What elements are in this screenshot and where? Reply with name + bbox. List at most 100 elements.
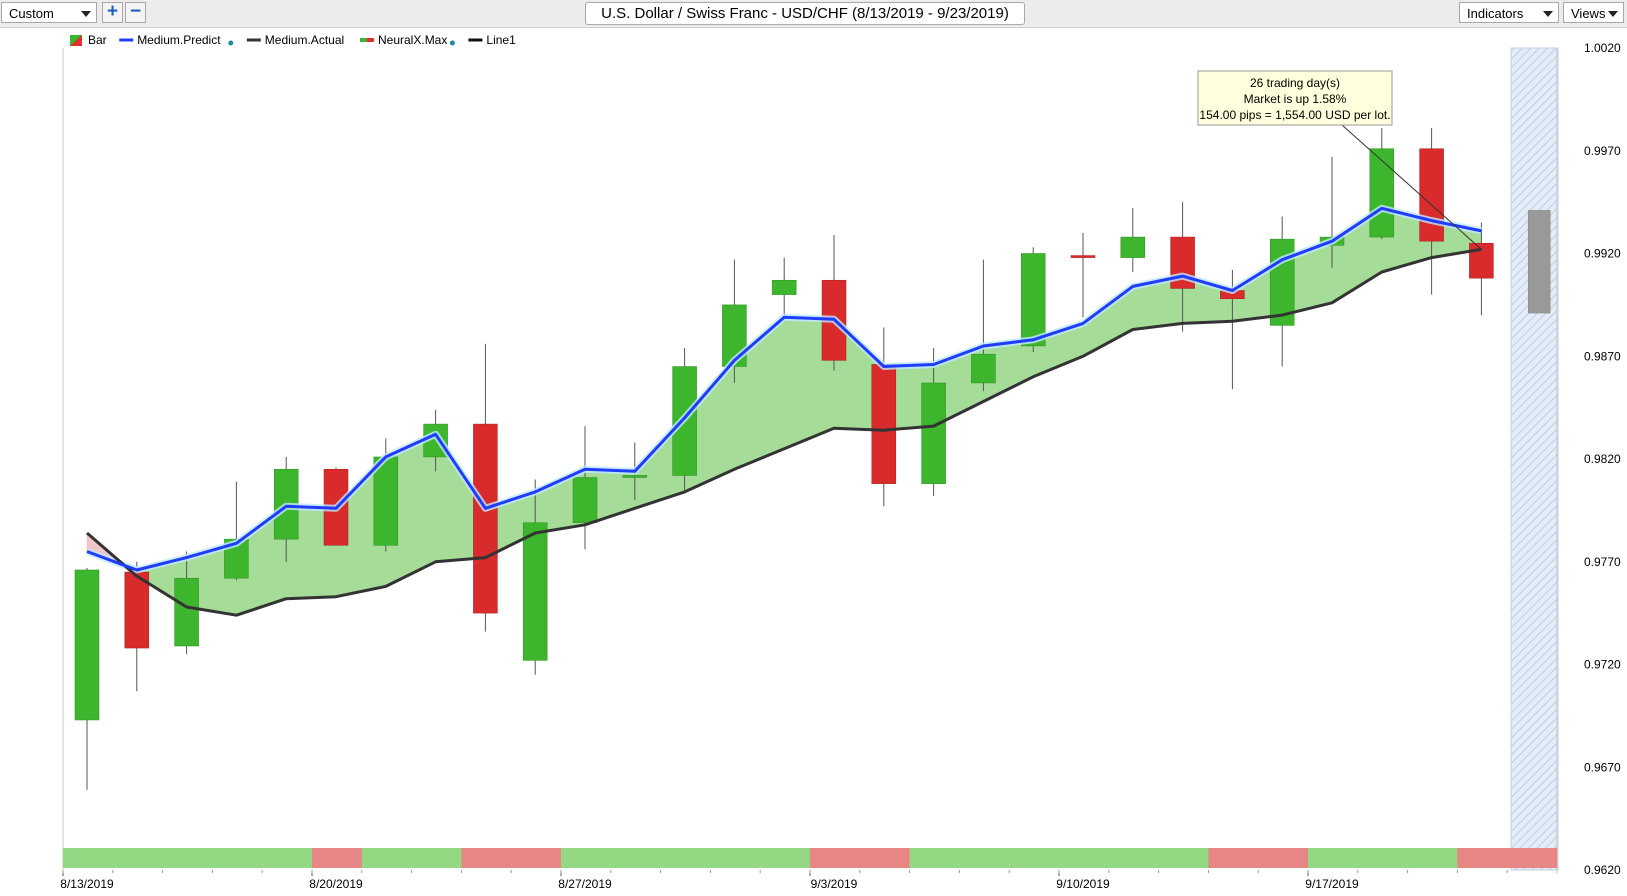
signal-cell (1258, 848, 1309, 868)
signal-cell (859, 848, 910, 868)
candle-body[interactable] (473, 423, 498, 614)
candle-body[interactable] (174, 577, 199, 647)
signal-cell (63, 848, 113, 868)
candle-wicks (86, 128, 1482, 790)
legend-dot (449, 40, 455, 46)
signal-cell (312, 848, 362, 868)
legend-swatch-neuralx-green (360, 38, 367, 42)
x-axis: 8/13/2019 8/20/2019 8/27/2019 9/3/2019 9/10/… (60, 870, 1508, 891)
signal-cell (511, 848, 562, 868)
y-tick-label: 0.9970 (1584, 144, 1621, 158)
annotation-leader-line (1341, 124, 1482, 250)
annotation-pips: 154.00 pips = 1,554.00 USD per lot. (1199, 108, 1390, 122)
indicators-select[interactable]: Indicators (1459, 2, 1559, 23)
actual-line[interactable] (86, 247, 1482, 617)
y-tick-label: 1.0020 (1584, 41, 1621, 55)
signal-cell (1308, 848, 1358, 868)
signal-cell (411, 848, 462, 868)
signal-cell (1158, 848, 1209, 868)
annotation-trading-days: 26 trading day(s) (1250, 76, 1340, 90)
period-select-value: Custom (9, 6, 54, 21)
signal-cell (262, 848, 313, 868)
signal-cell (909, 848, 960, 868)
views-select[interactable]: Views (1563, 2, 1624, 23)
signal-cell (710, 848, 761, 868)
y-tick-label: 0.9870 (1584, 349, 1621, 363)
x-tick-label: 8/27/2019 (558, 877, 612, 891)
signal-cell (1407, 848, 1458, 868)
indicators-label: Indicators (1467, 6, 1524, 21)
y-tick-label: 0.9820 (1584, 452, 1621, 466)
candle-body[interactable] (1419, 148, 1444, 242)
y-tick-label: 0.9920 (1584, 247, 1621, 261)
signal-cell (959, 848, 1010, 868)
legend-swatch-neuralx-red (367, 38, 374, 42)
indicator-lines (85, 204, 1483, 617)
signal-strip (63, 848, 1558, 868)
signal-cell (1009, 848, 1060, 868)
candle-body[interactable] (572, 477, 598, 523)
candle-body[interactable] (522, 522, 548, 661)
signal-cell (660, 848, 711, 868)
signal-cell (162, 848, 213, 868)
chevron-down-icon (1608, 11, 1618, 17)
signal-cell (561, 848, 611, 868)
y-tick-label: 0.9770 (1584, 555, 1621, 569)
candle-body[interactable] (1120, 236, 1146, 258)
candle-body[interactable] (1469, 242, 1494, 279)
y-axis: 1.0020 0.9970 0.9920 0.9870 0.9820 0.9770 0.97… (1584, 41, 1621, 877)
next-day-range-bar[interactable] (1527, 210, 1551, 314)
x-tick-label: 9/17/2019 (1305, 877, 1359, 891)
signal-cell (1507, 848, 1558, 868)
legend-label[interactable]: NeuralX.Max (378, 33, 447, 47)
signal-cell (112, 848, 163, 868)
legend-dot (228, 40, 234, 46)
zoom-out-button[interactable]: − (125, 2, 146, 23)
candle-body[interactable] (622, 475, 648, 478)
signal-cell (1208, 848, 1259, 868)
legend-label[interactable]: Line1 (486, 33, 516, 47)
chevron-down-icon (1543, 11, 1553, 17)
legend-label[interactable]: Medium.Predict (137, 33, 221, 47)
candle-body[interactable] (672, 366, 697, 476)
period-select[interactable]: Custom (1, 2, 97, 23)
predict-line[interactable] (86, 206, 1482, 572)
candle-body[interactable] (124, 571, 150, 649)
x-tick-label: 8/20/2019 (309, 877, 363, 891)
views-label: Views (1571, 6, 1606, 21)
signal-cell (810, 848, 860, 868)
legend: Bar Medium.Predict Medium.Actual NeuralX.Ma… (70, 33, 516, 47)
y-tick-label: 0.9720 (1584, 658, 1621, 672)
candle-body[interactable] (1369, 148, 1395, 238)
annotation: 26 trading day(s) Market is up 1.58% 154… (1197, 70, 1482, 250)
signal-cell (1357, 848, 1408, 868)
legend-label[interactable]: Bar (88, 33, 107, 47)
legend-swatch-bar-red (70, 35, 82, 46)
candle-body[interactable] (871, 364, 897, 484)
candle-body[interactable] (921, 382, 946, 484)
toolbar: Custom + − U.S. Dollar / Swiss Franc - U… (0, 0, 1627, 28)
signal-cell (610, 848, 661, 868)
signal-cell (212, 848, 263, 868)
x-tick-label: 8/13/2019 (60, 877, 114, 891)
legend-label[interactable]: Medium.Actual (265, 33, 344, 47)
price-chart[interactable]: Bar Medium.Predict Medium.Actual NeuralX.Ma… (0, 28, 1627, 896)
chart-title: U.S. Dollar / Swiss Franc - USD/CHF (8/1… (585, 2, 1025, 25)
candle-body[interactable] (1020, 253, 1046, 347)
y-tick-label: 0.9620 (1584, 863, 1621, 877)
candle-body[interactable] (373, 456, 399, 546)
future-zone (1510, 47, 1559, 871)
annotation-box (1197, 70, 1393, 126)
signal-cell (1108, 848, 1159, 868)
x-tick-label: 9/10/2019 (1056, 877, 1110, 891)
x-tick-label: 9/3/2019 (811, 877, 858, 891)
candle-body[interactable] (1070, 255, 1096, 258)
candle-body[interactable] (771, 279, 797, 295)
zoom-in-button[interactable]: + (102, 2, 123, 23)
next-day-range (1527, 210, 1551, 314)
signal-cell (461, 848, 512, 868)
candle-body[interactable] (74, 569, 100, 721)
y-tick-label: 0.9670 (1584, 760, 1621, 774)
signal-cell (361, 848, 412, 868)
candle-body[interactable] (971, 353, 996, 384)
